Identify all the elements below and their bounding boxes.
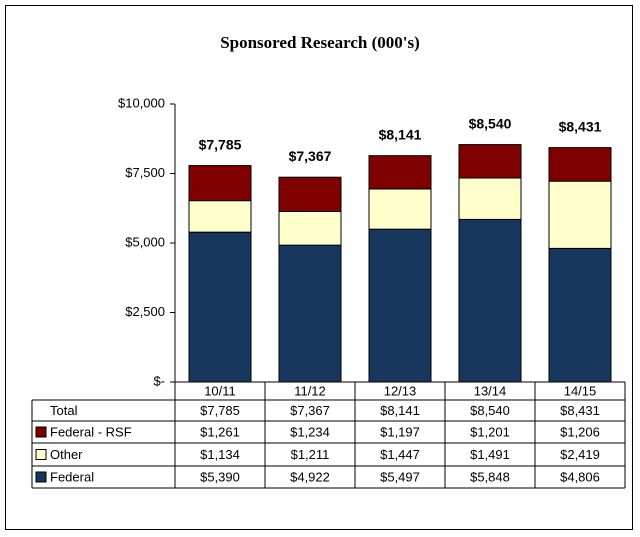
table-cell: $1,491 bbox=[470, 447, 510, 462]
table-cell: $1,234 bbox=[290, 424, 330, 439]
bar-segment bbox=[458, 218, 522, 383]
bar-segment bbox=[188, 200, 252, 233]
y-tick-label: $10,000 bbox=[118, 95, 165, 110]
bar-segment bbox=[278, 244, 342, 383]
bar-segment bbox=[548, 147, 612, 182]
total-label: $7,367 bbox=[289, 148, 332, 164]
x-tick-label: 14/15 bbox=[564, 383, 597, 398]
x-tick-label: 12/13 bbox=[384, 383, 417, 398]
legend-key bbox=[35, 471, 47, 483]
x-tick-label: 10/11 bbox=[204, 383, 236, 398]
table-cell: $1,261 bbox=[200, 424, 240, 439]
table-cell: $1,134 bbox=[200, 447, 240, 462]
total-label: $8,540 bbox=[469, 115, 512, 131]
legend-label: Other bbox=[50, 447, 83, 462]
table-cell: $1,201 bbox=[470, 424, 510, 439]
bar-segment bbox=[548, 180, 612, 249]
x-tick-label: 13/14 bbox=[474, 383, 507, 398]
bar-segment bbox=[368, 188, 432, 230]
y-tick-label: $7,500 bbox=[125, 165, 165, 180]
table-cell: $1,447 bbox=[380, 447, 420, 462]
legend-key bbox=[35, 449, 47, 460]
table-cell: $8,540 bbox=[470, 403, 510, 418]
x-tick-label: 11/12 bbox=[294, 383, 326, 398]
table-cell: $4,806 bbox=[560, 469, 600, 484]
table-cell: $7,367 bbox=[290, 403, 330, 418]
bar-segment bbox=[458, 144, 522, 179]
legend-label: Federal - RSF bbox=[50, 424, 132, 439]
y-tick-label: $5,000 bbox=[125, 234, 165, 249]
total-label: $7,785 bbox=[199, 136, 242, 152]
chart-title: Sponsored Research (000's) bbox=[220, 33, 420, 52]
table-cell: $5,848 bbox=[470, 469, 510, 484]
y-tick-label: $2,500 bbox=[125, 304, 165, 319]
bar-segment bbox=[368, 155, 432, 190]
legend-key bbox=[35, 426, 47, 438]
total-label: $8,431 bbox=[559, 118, 602, 134]
table-cell: $1,206 bbox=[560, 424, 600, 439]
table-cell: $1,211 bbox=[291, 447, 330, 462]
row-label: Total bbox=[50, 403, 78, 418]
bar-segment bbox=[278, 211, 342, 246]
table-cell: $5,497 bbox=[380, 469, 420, 484]
table-cell: $7,785 bbox=[200, 403, 240, 418]
table-cell: $4,922 bbox=[290, 469, 330, 484]
table-cell: $5,390 bbox=[200, 469, 240, 484]
bar-segment bbox=[368, 228, 432, 383]
total-label: $8,141 bbox=[379, 126, 422, 142]
bar-segment bbox=[548, 247, 612, 383]
table-cell: $8,141 bbox=[380, 403, 420, 418]
table-cell: $1,197 bbox=[380, 424, 420, 439]
bar-segment bbox=[188, 231, 252, 383]
table-cell: $2,419 bbox=[560, 447, 600, 462]
y-tick-label: $- bbox=[153, 373, 165, 388]
bar-segment bbox=[278, 176, 342, 213]
legend-label: Federal bbox=[50, 469, 94, 484]
table-cell: $8,431 bbox=[560, 403, 600, 418]
bar-segment bbox=[188, 165, 252, 202]
bar-segment bbox=[458, 177, 522, 220]
